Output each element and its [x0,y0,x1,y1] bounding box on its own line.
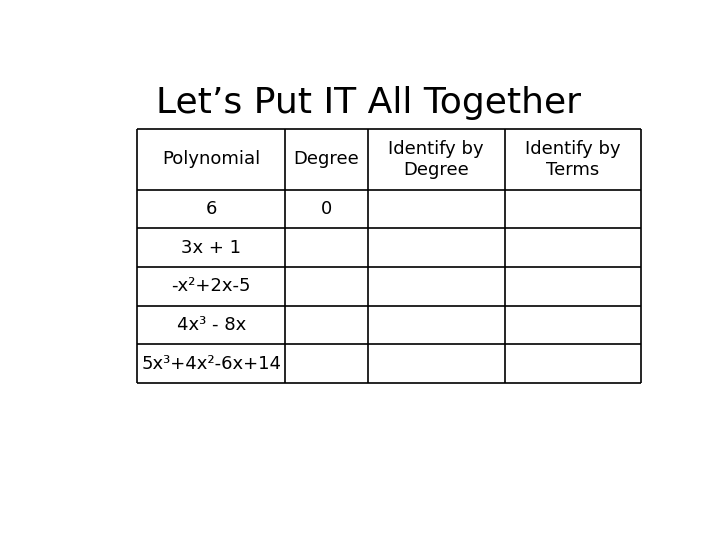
Text: Polynomial: Polynomial [162,151,261,168]
Text: Degree: Degree [294,151,359,168]
Text: 3x + 1: 3x + 1 [181,239,241,256]
Text: Identify by
Terms: Identify by Terms [525,140,621,179]
Text: Identify by
Degree: Identify by Degree [388,140,484,179]
Text: -x²+2x-5: -x²+2x-5 [171,277,251,295]
Text: Let’s Put IT All Together: Let’s Put IT All Together [156,85,582,119]
Text: 6: 6 [206,200,217,218]
Text: 4x³ - 8x: 4x³ - 8x [176,316,246,334]
Text: 5x³+4x²-6x+14: 5x³+4x²-6x+14 [141,355,282,373]
Text: 0: 0 [321,200,332,218]
